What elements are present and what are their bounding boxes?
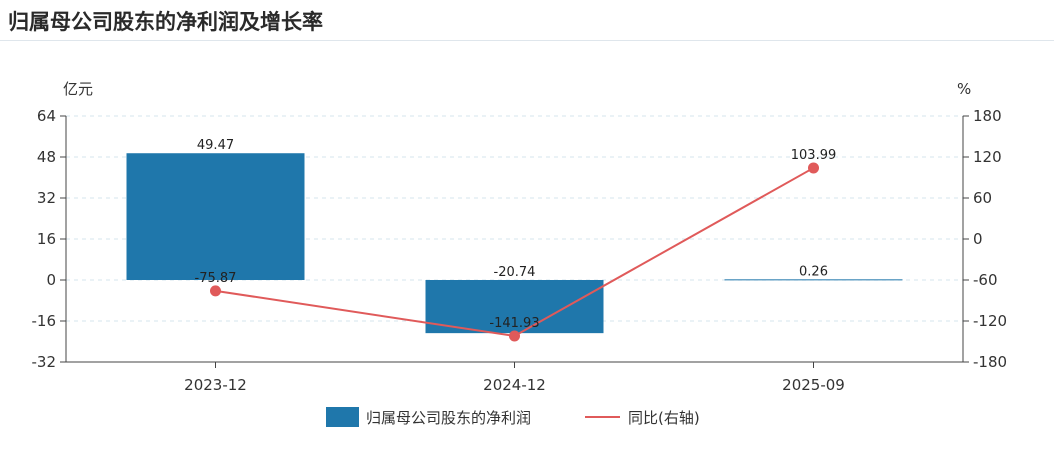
bar-series xyxy=(126,153,903,334)
line-series xyxy=(210,162,819,342)
left-tick-label: 16 xyxy=(37,230,56,248)
legend-label-line: 同比(右轴) xyxy=(628,409,700,427)
right-tick-label: 180 xyxy=(973,107,1002,125)
left-axis-unit: 亿元 xyxy=(63,80,93,98)
right-axis-unit: % xyxy=(957,80,971,98)
left-tick-label: 64 xyxy=(37,107,56,125)
right-tick-label: -60 xyxy=(973,271,998,289)
bar xyxy=(425,280,604,334)
bar-value-label: -20.74 xyxy=(494,265,536,280)
data-labels: 49.47 -20.74 0.26 -75.87 -141.93 103.99 xyxy=(195,138,837,331)
title-divider xyxy=(0,40,1054,41)
right-tick-label: 120 xyxy=(973,148,1002,166)
chart-title: 归属母公司股东的净利润及增长率 xyxy=(8,10,323,34)
right-tick-label: -120 xyxy=(973,312,1007,330)
yoy-point xyxy=(808,162,819,174)
bar xyxy=(724,279,903,281)
left-tick-label: -32 xyxy=(32,353,57,371)
right-tick-label: -180 xyxy=(973,353,1007,371)
axes: 64 48 32 16 0 -16 -32 180 120 60 0 -60 -120 -180 亿元 % 20… xyxy=(32,80,1008,394)
bar-value-label: 49.47 xyxy=(197,138,234,153)
legend-swatch-bar xyxy=(326,407,359,427)
x-tick-label: 2023-12 xyxy=(184,376,247,394)
yoy-value-label: -75.87 xyxy=(195,271,237,286)
x-tick-label: 2024-12 xyxy=(483,376,546,394)
right-tick-label: 60 xyxy=(973,189,992,207)
left-tick-label: 0 xyxy=(46,271,56,289)
yoy-point xyxy=(509,330,520,342)
bar xyxy=(126,153,305,280)
left-tick-label: -16 xyxy=(32,312,57,330)
left-tick-label: 32 xyxy=(37,189,56,207)
right-tick-label: 0 xyxy=(973,230,983,248)
legend: 归属母公司股东的净利润 同比(右轴) xyxy=(326,407,700,427)
x-tick-label: 2025-09 xyxy=(782,376,845,394)
bar-value-label: 0.26 xyxy=(799,264,828,279)
legend-label-bar: 归属母公司股东的净利润 xyxy=(366,409,531,427)
yoy-point xyxy=(210,285,221,297)
left-tick-label: 48 xyxy=(37,148,56,166)
yoy-value-label: 103.99 xyxy=(791,148,837,163)
yoy-value-label: -141.93 xyxy=(489,316,539,331)
